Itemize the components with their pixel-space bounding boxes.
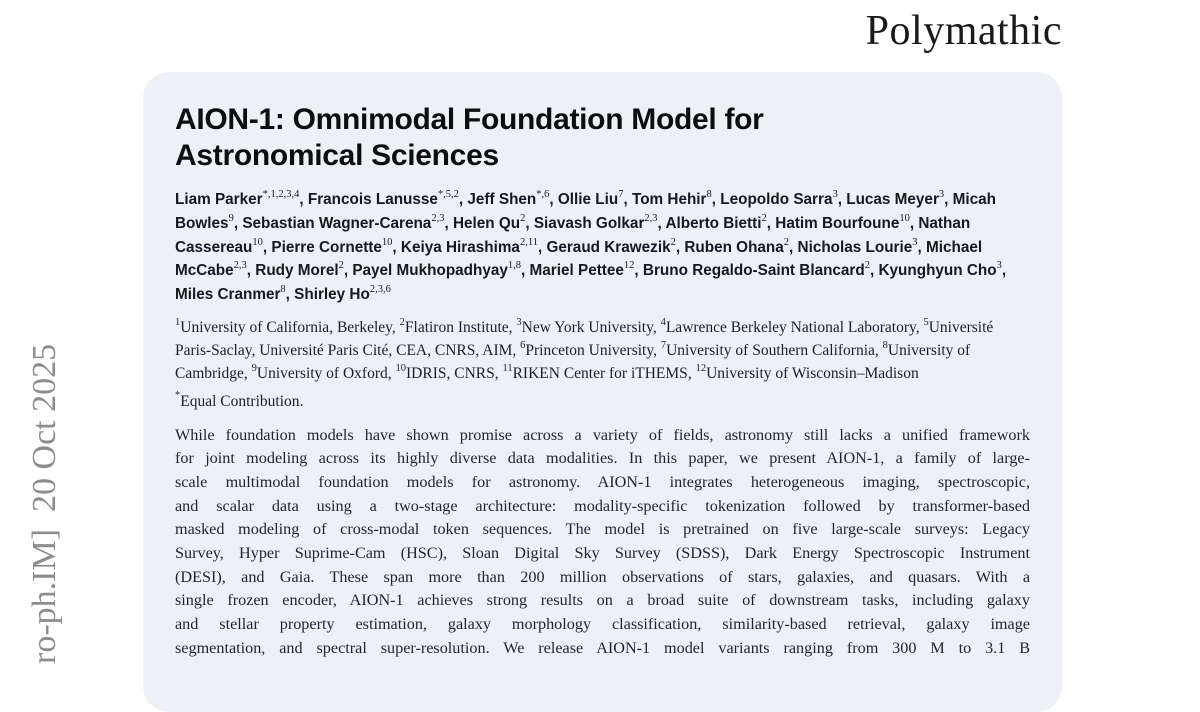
author: Helen Qu2 [452, 212, 526, 232]
author: Ollie Liu7 [557, 188, 624, 208]
affiliation: 3New York University [516, 316, 653, 336]
author: Nicholas Lourie3 [797, 236, 918, 256]
author: Tom Hehir8 [632, 188, 712, 208]
author: Siavash Golkar2,3 [533, 212, 658, 232]
author: Keiya Hirashima2,11 [400, 236, 538, 256]
author: Geraud Krawezik2 [546, 236, 676, 256]
author: Michael McCabe2,3 [175, 238, 983, 280]
author: Mariel Pettee12 [529, 260, 635, 280]
author: Liam Parker*,1,2,3,4 [175, 188, 300, 208]
abstract-line: masked modeling of cross-modal token seq… [175, 520, 1030, 539]
author: Sebastian Wagner-Carena2,3 [242, 212, 445, 232]
author: Nathan Cassereau10 [175, 214, 971, 256]
affiliation: 4Lawrence Berkeley National Laboratory [660, 316, 916, 336]
abstract: While foundation models have shown promi… [175, 426, 1030, 663]
affiliation: 12University of Wisconsin–Madison [695, 363, 919, 383]
abstract-line: segmentation, and spectral super-resolut… [175, 638, 1030, 657]
author: Jeff Shen*,6 [467, 188, 550, 208]
arxiv-watermark: ro-ph.IM] 20 Oct 2025 [26, 343, 63, 664]
abstract-line: Survey, Hyper Suprime-Cam (HSC), Sloan D… [175, 544, 1030, 563]
paper-title-line1: AION-1: Omnimodal Foundation Model for [175, 103, 764, 136]
affiliation-list: 1University of California, Berkeley, 2Fl… [175, 316, 994, 383]
affiliation: 7University of Southern California [660, 340, 875, 360]
equal-contribution: *Equal Contribution. [175, 391, 1030, 413]
abstract-line: and scalar data using a two-stage archit… [175, 496, 1030, 515]
equal-contribution-text: Equal Contribution. [180, 392, 304, 410]
author: Ruben Ohana2 [684, 236, 790, 256]
affiliation: 6Princeton University [520, 340, 654, 360]
author: Micah Bowles9 [175, 191, 997, 232]
abstract-line: (DESI), and Gaia. These span more than 2… [175, 567, 1030, 586]
affiliation: 9University of Oxford [251, 363, 388, 383]
affiliation: 10IDRIS, CNRS [395, 363, 495, 383]
author: Hatim Bourfoune10 [775, 212, 910, 232]
equal-contribution-marker: * [175, 390, 181, 402]
author: Lucas Meyer3 [846, 188, 945, 208]
abstract-line: and stellar property estimation, galaxy … [175, 615, 1030, 634]
paper-title: AION-1: Omnimodal Foundation Model for As… [175, 102, 1030, 174]
author: Shirley Ho2,3,6 [294, 284, 391, 304]
author-list: Liam Parker*,1,2,3,4, Francois Lanusse*,… [175, 188, 1007, 304]
affiliation: 8University of Cambridge [175, 340, 971, 383]
affiliation: 2Flatiron Institute [399, 316, 509, 336]
author: Leopoldo Sarra3 [720, 188, 838, 208]
author: Bruno Regaldo-Saint Blancard2 [642, 260, 870, 280]
author: Kyunghyun Cho3 [878, 260, 1002, 280]
affiliation: 11RIKEN Center for iTHEMS [502, 363, 688, 383]
affiliation: 5Université Paris-Saclay, Université Par… [175, 316, 994, 360]
author: Francois Lanusse*,5,2 [307, 188, 459, 208]
author: Pierre Cornette10 [271, 236, 393, 256]
abstract-line: scale multimodal foundation models for a… [175, 472, 1030, 491]
author: Payel Mukhopadhyay1,8 [352, 260, 522, 280]
abstract-line: single frozen encoder, AION-1 achieves s… [175, 591, 1030, 610]
abstract-line: While foundation models have shown promi… [175, 425, 1030, 444]
abstract-line: for joint modeling across its highly div… [175, 449, 1030, 468]
author: Miles Cranmer8 [175, 284, 286, 304]
paper-card: AION-1: Omnimodal Foundation Model for As… [143, 72, 1062, 712]
author: Rudy Morel2 [255, 260, 344, 280]
page: { "logo": { "text": "Polymathic" }, "wat… [26, 8, 1062, 712]
author: Alberto Bietti2 [665, 212, 767, 232]
affiliation: 1University of California, Berkeley [175, 316, 392, 336]
paper-title-line2: Astronomical Sciences [175, 139, 499, 172]
polymathic-logo: Polymathic [865, 8, 1062, 54]
